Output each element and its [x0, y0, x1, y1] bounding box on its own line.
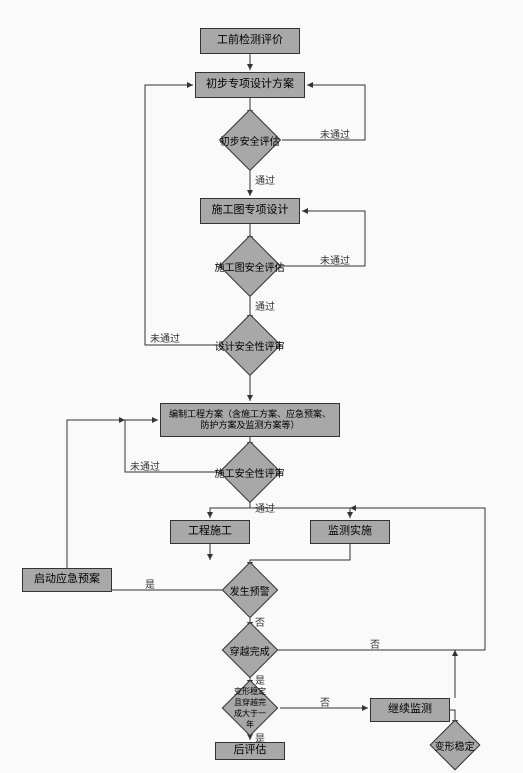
node-label: 施工安全性评审 — [215, 465, 285, 480]
node-label: 编制工程方案（含施工方案、应急预案、防护方案及监测方案等） — [165, 409, 335, 431]
node-label: 工前检测评价 — [217, 34, 283, 47]
edge-label: 是 — [145, 576, 155, 591]
node-emergency-plan: 启动应急预案 — [22, 568, 112, 592]
node-label: 施工图安全评估 — [215, 259, 285, 274]
node-continue-monitor: 继续监测 — [370, 698, 450, 722]
edge-label: 通过 — [255, 298, 275, 313]
node-label: 初步专项设计方案 — [206, 78, 294, 91]
edge-label: 否 — [255, 614, 265, 629]
edge-label: 未通过 — [130, 458, 160, 473]
node-label: 监测实施 — [328, 525, 372, 538]
edge-label: 否 — [370, 636, 380, 651]
node-compile-plan: 编制工程方案（含施工方案、应急预案、防护方案及监测方案等） — [160, 403, 340, 437]
node-label: 穿越完成 — [230, 643, 270, 658]
edge-label: 未通过 — [150, 330, 180, 345]
edge-label: 通过 — [255, 500, 275, 515]
edge-label: 是 — [255, 672, 265, 687]
node-label: 初步安全评估 — [220, 133, 280, 148]
node-label: 工程施工 — [188, 525, 232, 538]
node-label: 设计安全性评审 — [215, 338, 285, 353]
edge-label: 是 — [255, 730, 265, 745]
node-construction: 工程施工 — [170, 520, 250, 544]
edge-label: 未通过 — [320, 252, 350, 267]
node-label: 继续监测 — [388, 703, 432, 716]
node-label: 启动应急预案 — [34, 573, 100, 586]
edge-label: 未通过 — [320, 126, 350, 141]
node-construction-drawing: 施工图专项设计 — [200, 198, 300, 224]
node-label: 变形稳定且穿越完成大于一年 — [231, 686, 269, 730]
node-label: 施工图专项设计 — [212, 204, 289, 217]
edge-label: 通过 — [255, 172, 275, 187]
node-monitoring: 监测实施 — [310, 520, 390, 544]
edge-label: 否 — [320, 694, 330, 709]
node-label: 变形稳定 — [435, 738, 475, 753]
node-label: 发生预警 — [230, 583, 270, 598]
node-post-eval: 后评估 — [215, 742, 285, 760]
node-pre-inspection: 工前检测评价 — [200, 28, 300, 54]
node-label: 后评估 — [234, 744, 267, 757]
node-prelim-design: 初步专项设计方案 — [195, 72, 305, 98]
